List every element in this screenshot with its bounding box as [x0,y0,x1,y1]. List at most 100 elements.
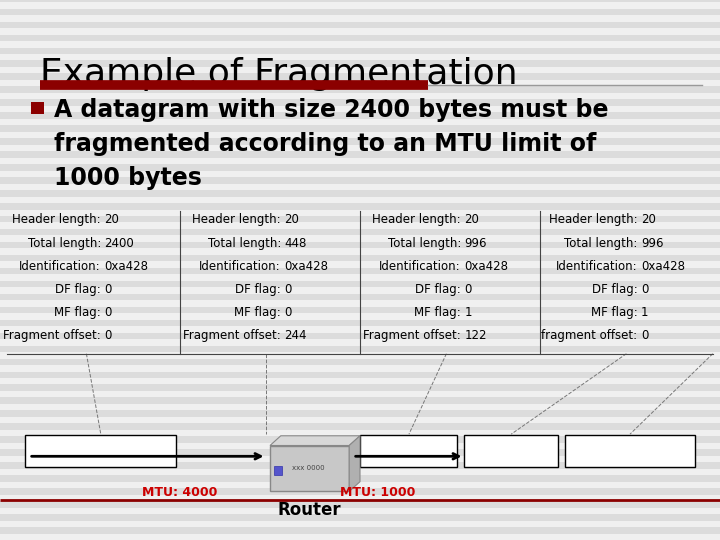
Bar [0,35,720,41]
Bar [0,397,720,404]
Bar [0,320,720,326]
Text: 0: 0 [641,283,648,296]
Bar [0,203,720,210]
Bar [0,86,720,93]
Bar [0,359,720,365]
Text: A datagram with size 2400 bytes must be: A datagram with size 2400 bytes must be [54,98,608,122]
Bar [0,2,720,9]
Text: 1: 1 [641,306,649,319]
Bar [0,171,720,177]
Text: Header length:: Header length: [549,213,637,226]
Text: 0: 0 [284,283,292,296]
Text: 1: 1 [464,306,472,319]
Bar [0,151,720,158]
Bar [0,391,720,397]
Text: 0: 0 [104,306,112,319]
Text: 0: 0 [104,329,112,342]
Bar [0,307,720,313]
Text: Fragment 2: Fragment 2 [479,446,544,456]
Text: 20: 20 [641,213,656,226]
Bar [0,158,720,164]
Bar [0,222,720,229]
Bar [0,378,720,384]
Bar [0,9,720,15]
Bar [0,197,720,203]
Bar [0,449,720,456]
Bar [25,435,176,467]
Text: Fragment 3: Fragment 3 [377,446,441,456]
Bar [360,435,457,467]
Text: 0xa428: 0xa428 [641,260,685,273]
Bar [0,404,720,410]
Bar [0,456,720,462]
Bar [0,501,720,508]
Bar [0,352,720,359]
Bar [0,54,720,60]
Bar [0,410,720,417]
Bar [31,102,44,114]
Bar [0,534,720,540]
Text: MTU: 4000: MTU: 4000 [143,486,217,499]
Bar [0,15,720,22]
Text: 2400: 2400 [104,237,135,249]
Text: IP datagram: IP datagram [67,446,135,456]
Bar [0,462,720,469]
Text: MF flag:: MF flag: [234,306,281,319]
Bar [464,435,558,467]
Bar [0,164,720,171]
Bar [0,80,720,86]
Text: Header length:: Header length: [192,213,281,226]
Bar [0,41,720,48]
Bar [0,73,720,80]
Text: Header length:: Header length: [372,213,461,226]
Text: fragment offset:: fragment offset: [541,329,637,342]
Bar [0,333,720,339]
Text: 1000 bytes: 1000 bytes [54,166,202,190]
Text: Example of Fragmentation: Example of Fragmentation [40,57,517,91]
Bar [0,268,720,274]
Text: Identification:: Identification: [19,260,101,273]
Text: DF flag:: DF flag: [55,283,101,296]
Bar [0,119,720,125]
Text: Fragment offset:: Fragment offset: [183,329,281,342]
Bar [0,384,720,391]
Text: DF flag:: DF flag: [415,283,461,296]
Text: Total length:: Total length: [387,237,461,249]
Bar [0,443,720,449]
Bar [0,469,720,475]
Bar [0,60,720,67]
Bar [0,313,720,320]
Text: 244: 244 [284,329,307,342]
Bar [0,287,720,294]
Bar [0,248,720,255]
Text: 0: 0 [284,306,292,319]
Bar [0,417,720,423]
Text: xxx 0000: xxx 0000 [292,465,324,471]
Text: Identification:: Identification: [199,260,281,273]
Bar [0,372,720,378]
Text: DF flag:: DF flag: [592,283,637,296]
Bar [0,436,720,443]
Bar [0,112,720,119]
Text: 20: 20 [464,213,480,226]
Polygon shape [349,436,360,491]
Text: 448: 448 [284,237,307,249]
Text: MTU: 1000: MTU: 1000 [341,486,415,499]
Bar [0,261,720,268]
Text: DF flag:: DF flag: [235,283,281,296]
Bar [0,67,720,73]
Bar [0,365,720,372]
Bar [0,255,720,261]
Text: Total length:: Total length: [207,237,281,249]
Text: 0: 0 [641,329,648,342]
Bar [0,430,720,436]
Text: fragmented according to an MTU limit of: fragmented according to an MTU limit of [54,132,596,156]
Bar [0,281,720,287]
Text: Fragment offset:: Fragment offset: [3,329,101,342]
Bar [0,106,720,112]
Text: Identification:: Identification: [379,260,461,273]
Text: 0: 0 [104,283,112,296]
Text: Identification:: Identification: [556,260,637,273]
Text: MF flag:: MF flag: [414,306,461,319]
Bar [0,235,720,242]
